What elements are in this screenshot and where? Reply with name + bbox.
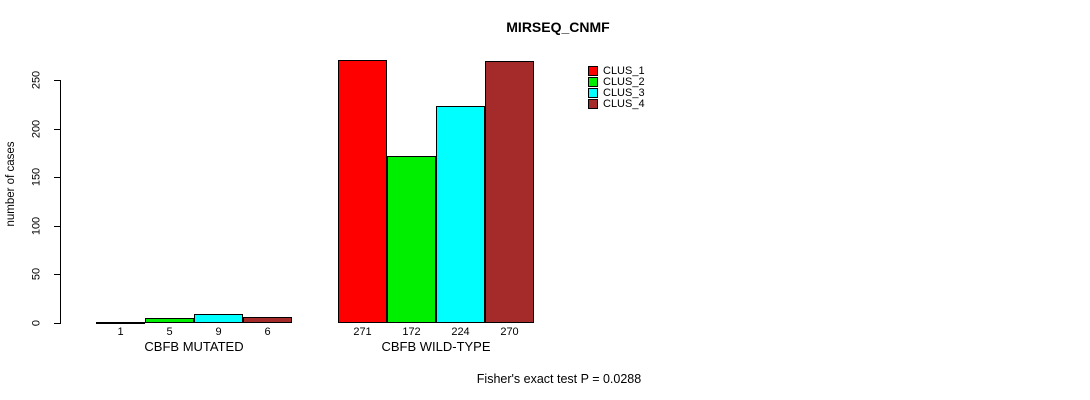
bar-CLUS_1 bbox=[338, 60, 387, 323]
y-tick-label: 200 bbox=[30, 119, 43, 139]
x-category-label: CBFB MUTATED bbox=[144, 339, 244, 354]
bar-CLUS_4 bbox=[243, 317, 292, 323]
bar-value-label: 271 bbox=[353, 326, 372, 338]
bar-value-label: 5 bbox=[166, 326, 173, 338]
y-axis-tick bbox=[54, 226, 61, 227]
bar-value-label: 224 bbox=[451, 326, 470, 338]
y-axis-tick bbox=[54, 80, 61, 81]
legend-label: CLUS_1 bbox=[603, 65, 645, 77]
bar-CLUS_3 bbox=[436, 106, 485, 323]
bar-CLUS_2 bbox=[387, 156, 436, 323]
x-category-label: CBFB WILD-TYPE bbox=[381, 339, 491, 354]
legend-item-CLUS_1: CLUS_1 bbox=[588, 65, 645, 77]
legend-item-CLUS_4: CLUS_4 bbox=[588, 98, 645, 110]
legend: CLUS_1 CLUS_2 CLUS_3 CLUS_4 bbox=[588, 66, 645, 110]
y-tick-label: 150 bbox=[30, 167, 43, 187]
y-axis-tick bbox=[54, 274, 61, 275]
bar-value-label: 1 bbox=[117, 326, 124, 338]
legend-item-CLUS_2: CLUS_2 bbox=[588, 76, 645, 88]
legend-swatch-icon bbox=[588, 66, 598, 76]
bar-CLUS_3 bbox=[194, 314, 243, 323]
y-axis-line bbox=[60, 80, 61, 323]
bar-CLUS_4 bbox=[485, 61, 534, 323]
bar-value-label: 270 bbox=[500, 326, 519, 338]
y-tick-label: 0 bbox=[30, 319, 43, 327]
bar-value-label: 6 bbox=[264, 326, 271, 338]
bar-value-label: 9 bbox=[215, 326, 222, 338]
y-tick-label: 50 bbox=[30, 267, 43, 281]
y-axis-tick bbox=[54, 177, 61, 178]
annotation-text: Fisher's exact test P = 0.0288 bbox=[476, 372, 642, 386]
legend-swatch-icon bbox=[588, 88, 598, 98]
legend-label: CLUS_4 bbox=[603, 98, 645, 110]
legend-swatch-icon bbox=[588, 77, 598, 87]
legend-label: CLUS_2 bbox=[603, 76, 645, 88]
legend-label: CLUS_3 bbox=[603, 87, 645, 99]
y-axis-tick bbox=[54, 129, 61, 130]
bar-value-label: 172 bbox=[402, 326, 421, 338]
legend-item-CLUS_3: CLUS_3 bbox=[588, 87, 645, 99]
bar-CLUS_2 bbox=[145, 318, 194, 323]
y-tick-label: 100 bbox=[30, 216, 43, 236]
bar-CLUS_1 bbox=[96, 322, 145, 324]
chart-title: MIRSEQ_CNMF bbox=[506, 19, 610, 35]
legend-swatch-icon bbox=[588, 99, 598, 109]
y-axis-tick bbox=[54, 323, 61, 324]
y-tick-label: 250 bbox=[30, 70, 43, 90]
